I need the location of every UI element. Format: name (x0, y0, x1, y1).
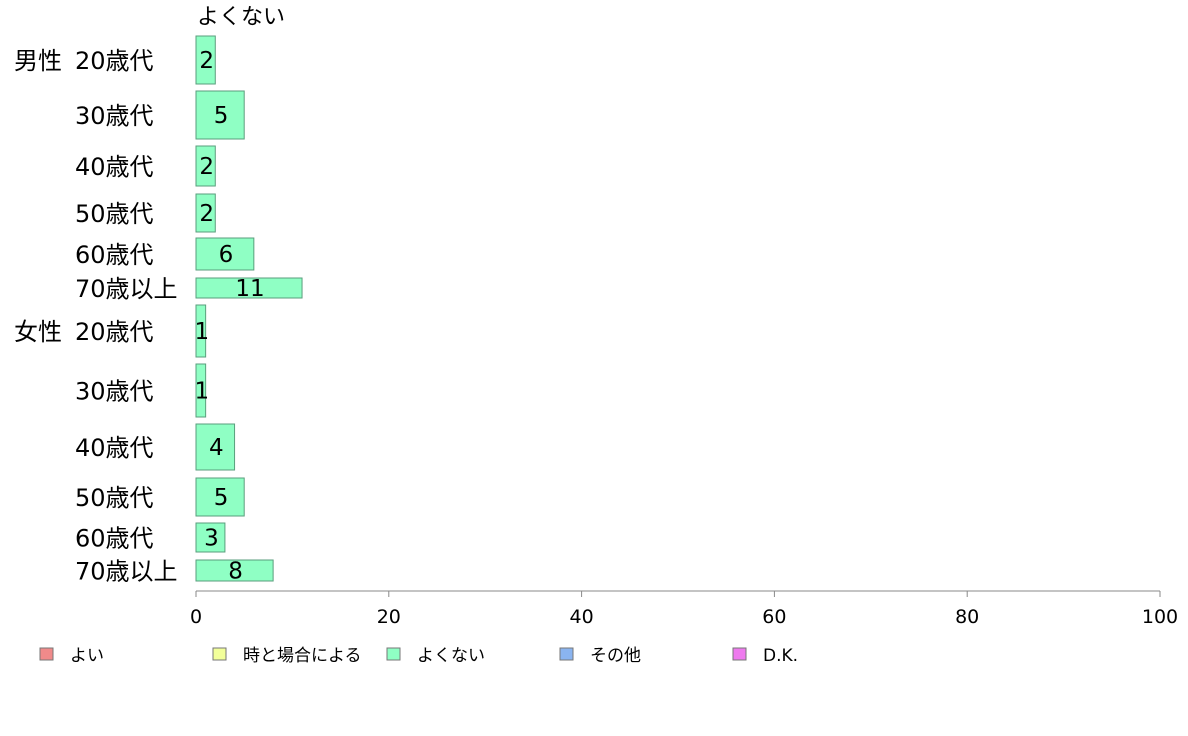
data-label: 4 (209, 435, 224, 461)
category-label: 20歳代 (75, 318, 154, 346)
data-label: 6 (219, 242, 234, 268)
data-label: 1 (194, 319, 209, 345)
category-label: 40歳代 (75, 434, 154, 462)
data-label: 2 (199, 201, 214, 227)
bar (195, 277, 303, 299)
x-axis: 0 20 40 60 80 100 (190, 590, 1178, 628)
legend-swatch (732, 647, 747, 661)
bar (195, 423, 236, 471)
x-tick-label: 20 (377, 606, 401, 628)
data-label: 5 (214, 485, 229, 511)
x-tick-label: 80 (955, 606, 979, 628)
bar (195, 35, 216, 85)
legend-label: よい (70, 646, 104, 666)
data-label: 3 (204, 526, 219, 552)
bar (195, 193, 216, 233)
x-tick-label: 0 (190, 606, 202, 628)
category-label: 70歳以上 (75, 275, 178, 303)
legend-swatch (386, 647, 401, 661)
legend-swatch (39, 647, 54, 661)
category-label: 40歳代 (75, 153, 154, 181)
bar (195, 363, 207, 418)
data-label: 8 (228, 559, 243, 585)
bar (195, 559, 274, 582)
legend-label: よくない (417, 646, 485, 666)
bar (195, 304, 207, 358)
category-label: 50歳代 (75, 484, 154, 512)
data-label: 2 (199, 154, 214, 180)
legend-label: その他 (590, 646, 641, 666)
x-tick-label: 60 (762, 606, 786, 628)
x-tick-label: 40 (570, 606, 594, 628)
data-label: 1 (194, 379, 209, 405)
bar (195, 145, 216, 187)
group-label: 男性 (14, 47, 62, 75)
category-labels: 20歳代男性30歳代40歳代50歳代60歳代70歳以上20歳代女性30歳代40歳… (14, 47, 178, 586)
bar (195, 477, 245, 517)
category-label: 70歳以上 (75, 558, 178, 586)
bar (195, 237, 255, 271)
data-label: 2 (199, 48, 214, 74)
legend-swatch (559, 647, 574, 661)
category-label: 60歳代 (75, 525, 154, 553)
bar (195, 522, 226, 553)
category-label: 50歳代 (75, 200, 154, 228)
legend-swatch (212, 647, 227, 661)
category-label: 30歳代 (75, 378, 154, 406)
legend-label: 時と場合による (243, 646, 362, 666)
category-label: 30歳代 (75, 102, 154, 130)
legend-label: D.K. (763, 646, 798, 666)
data-label: 5 (214, 103, 229, 129)
x-tick-label: 100 (1142, 606, 1178, 628)
bar (195, 90, 245, 140)
legend: よい 時と場合による よくない その他 D.K. (39, 646, 798, 666)
category-label: 20歳代 (75, 47, 154, 75)
data-label: 11 (235, 276, 264, 302)
category-label: 60歳代 (75, 241, 154, 269)
group-label: 女性 (14, 318, 62, 346)
panel-title: よくない (197, 5, 285, 30)
